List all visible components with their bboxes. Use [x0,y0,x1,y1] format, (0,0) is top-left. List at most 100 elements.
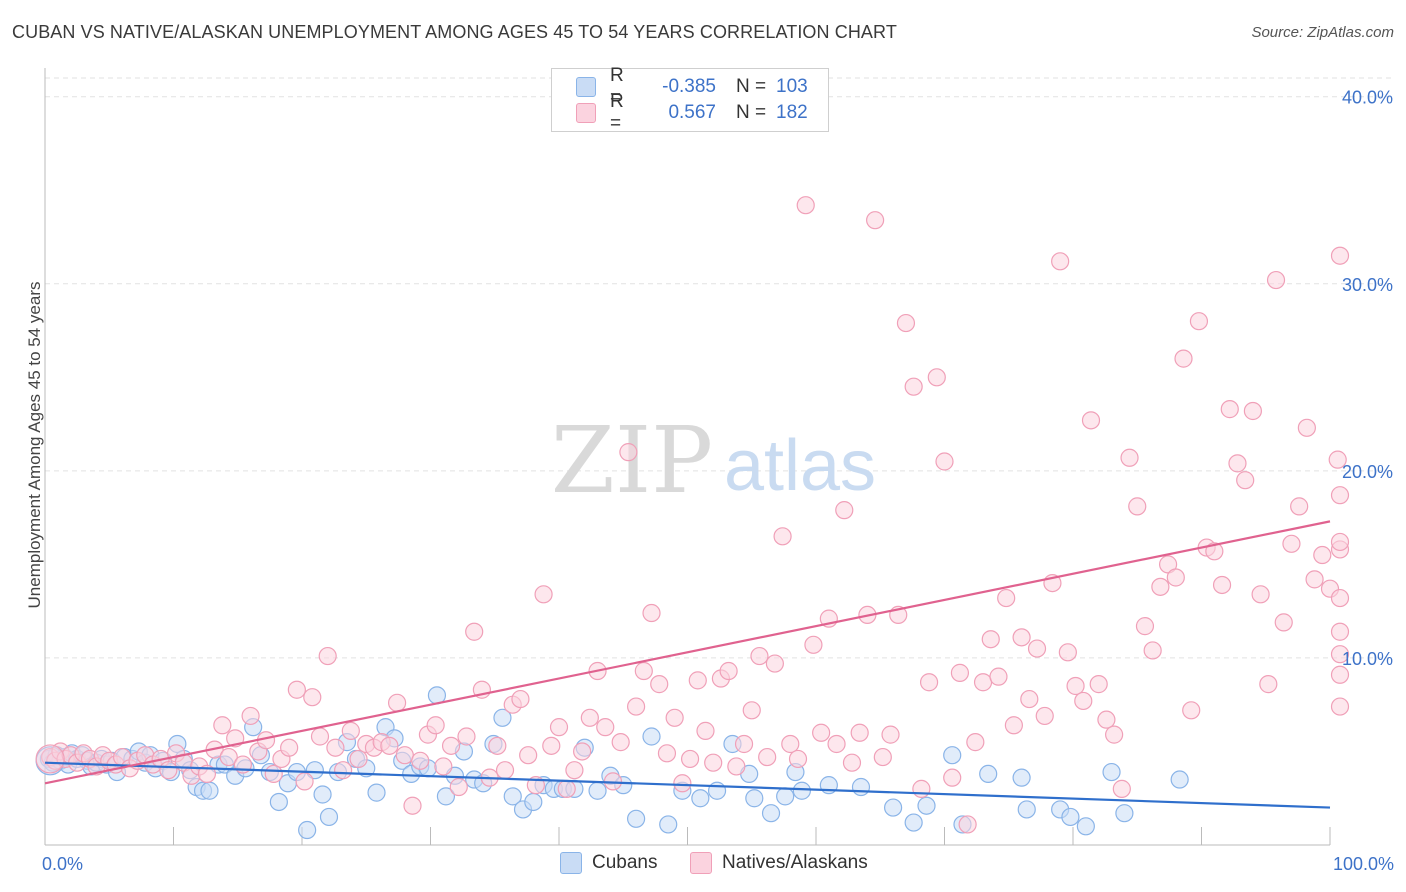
data-point [303,688,322,707]
data-point [1081,411,1101,430]
data-point [919,673,939,692]
data-point [912,779,931,798]
series-natives-alaskans [35,196,1350,834]
data-point [1282,534,1301,553]
data-point [904,813,923,832]
data-point [688,671,707,690]
data-point [1220,400,1239,419]
data-point [696,721,715,740]
data-point [680,749,700,769]
data-point [1151,577,1170,596]
data-point [436,787,456,806]
legend-n-value: 103 [776,76,808,97]
data-point [1236,471,1255,490]
correlation-legend: R = -0.385 N = 103 R = 0.567 N = 182 [551,65,829,134]
data-point [657,744,677,763]
legend-item-natives-alaskans: Natives/Alaskans [690,852,868,874]
y-tick-label: 10.0% [1342,649,1393,669]
data-point [449,777,468,797]
data-point [1290,497,1309,516]
data-point [981,630,1000,649]
data-point [935,452,954,471]
data-point [665,708,684,727]
data-point [434,757,453,776]
legend-swatch-natives [576,103,596,123]
data-point [1112,779,1131,798]
data-point [1097,710,1116,729]
data-point [634,661,653,681]
y-tick-label: 40.0% [1342,88,1393,108]
data-point [788,749,808,769]
data-point [1017,800,1036,819]
data-point [264,764,283,784]
data-point [1170,770,1189,789]
data-point-cluster [35,744,65,774]
data-point [704,753,723,772]
data-point [642,603,661,623]
data-point [200,781,219,800]
data-point [1089,675,1108,694]
watermark-zip: ZIP [551,407,713,514]
data-point [298,820,317,840]
data-point [850,723,869,742]
data-point [1128,497,1147,516]
data-point [1027,639,1047,658]
legend-row-cubans: R = -0.385 N = 103 [576,65,808,108]
data-point [269,792,288,812]
data-point [1330,622,1350,641]
data-point [1330,532,1350,552]
data-point [395,746,414,765]
data-point [1105,725,1124,744]
data-point [503,787,522,806]
legend-label-natives-alaskans: Natives/Alaskans [722,852,868,873]
data-point [917,796,936,815]
data-point [835,501,854,520]
data-point [650,675,669,694]
data-point [534,585,553,604]
data-point [1330,588,1350,608]
source-credit: Source: ZipAtlas.com [1251,24,1394,41]
data-point [927,368,946,387]
data-point [1012,768,1031,787]
data-point [1205,542,1224,561]
data-point [1020,689,1039,709]
data-point [1228,454,1247,473]
data-point [796,196,815,215]
data-point [511,689,530,709]
data-point [979,764,998,784]
legend-n-label: N = [736,76,767,97]
data-point [1330,665,1350,684]
data-point [219,747,238,767]
data-point [707,781,727,800]
data-point [441,736,461,755]
data-point [758,747,777,767]
legend-label-cubans: Cubans [592,852,658,873]
data-point [966,733,985,752]
data-point [761,804,781,823]
data-point [318,646,337,666]
data-point [673,774,692,793]
data-point [1135,617,1155,636]
data-point [842,753,862,772]
data-point [642,727,661,746]
data-point [1313,545,1332,565]
data-point [1115,804,1134,823]
data-point [310,727,330,746]
data-point [619,443,638,462]
data-point [387,693,407,712]
data-point [1102,762,1121,782]
data-point [159,761,178,780]
data-point [812,723,831,742]
data-point [1330,486,1350,505]
legend-item-cubans: Cubans [560,852,658,874]
trend-line [44,761,1331,809]
data-point [792,781,811,800]
data-point [1074,691,1093,711]
data-point [904,377,923,396]
data-point [426,716,445,735]
watermark-atlas: atlas [724,426,876,506]
data-point [804,635,823,654]
legend-swatch-natives-alaskans [690,852,712,874]
legend-r-label: R = [610,65,624,108]
data-point [750,646,769,666]
